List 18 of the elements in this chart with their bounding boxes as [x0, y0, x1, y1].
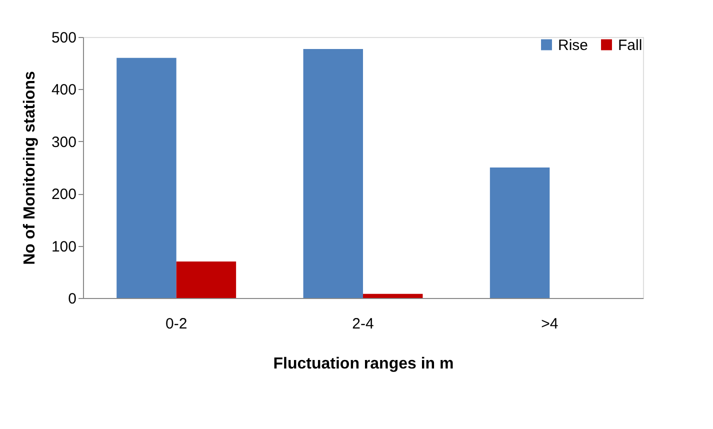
legend-label: Rise	[558, 36, 588, 54]
legend-label: Fall	[618, 36, 642, 54]
y-tick-label: 0	[68, 290, 76, 308]
y-tick-label: 300	[51, 134, 76, 151]
bar	[116, 58, 176, 298]
y-axis-title: No of Monitoring stations	[21, 71, 38, 265]
x-axis-title: Fluctuation ranges in m	[273, 356, 454, 372]
bar	[363, 294, 423, 298]
bar	[303, 49, 363, 298]
x-tick-label: 0-2	[165, 316, 188, 332]
y-tick-label: 200	[51, 186, 76, 204]
y-tick-label: 100	[51, 238, 76, 256]
bar	[176, 261, 236, 298]
bar	[490, 168, 550, 298]
x-tick-label: >4	[541, 316, 558, 332]
x-tick-label: 2-4	[352, 316, 374, 332]
y-tick-label: 500	[51, 30, 76, 46]
y-tick-label: 400	[51, 82, 76, 99]
